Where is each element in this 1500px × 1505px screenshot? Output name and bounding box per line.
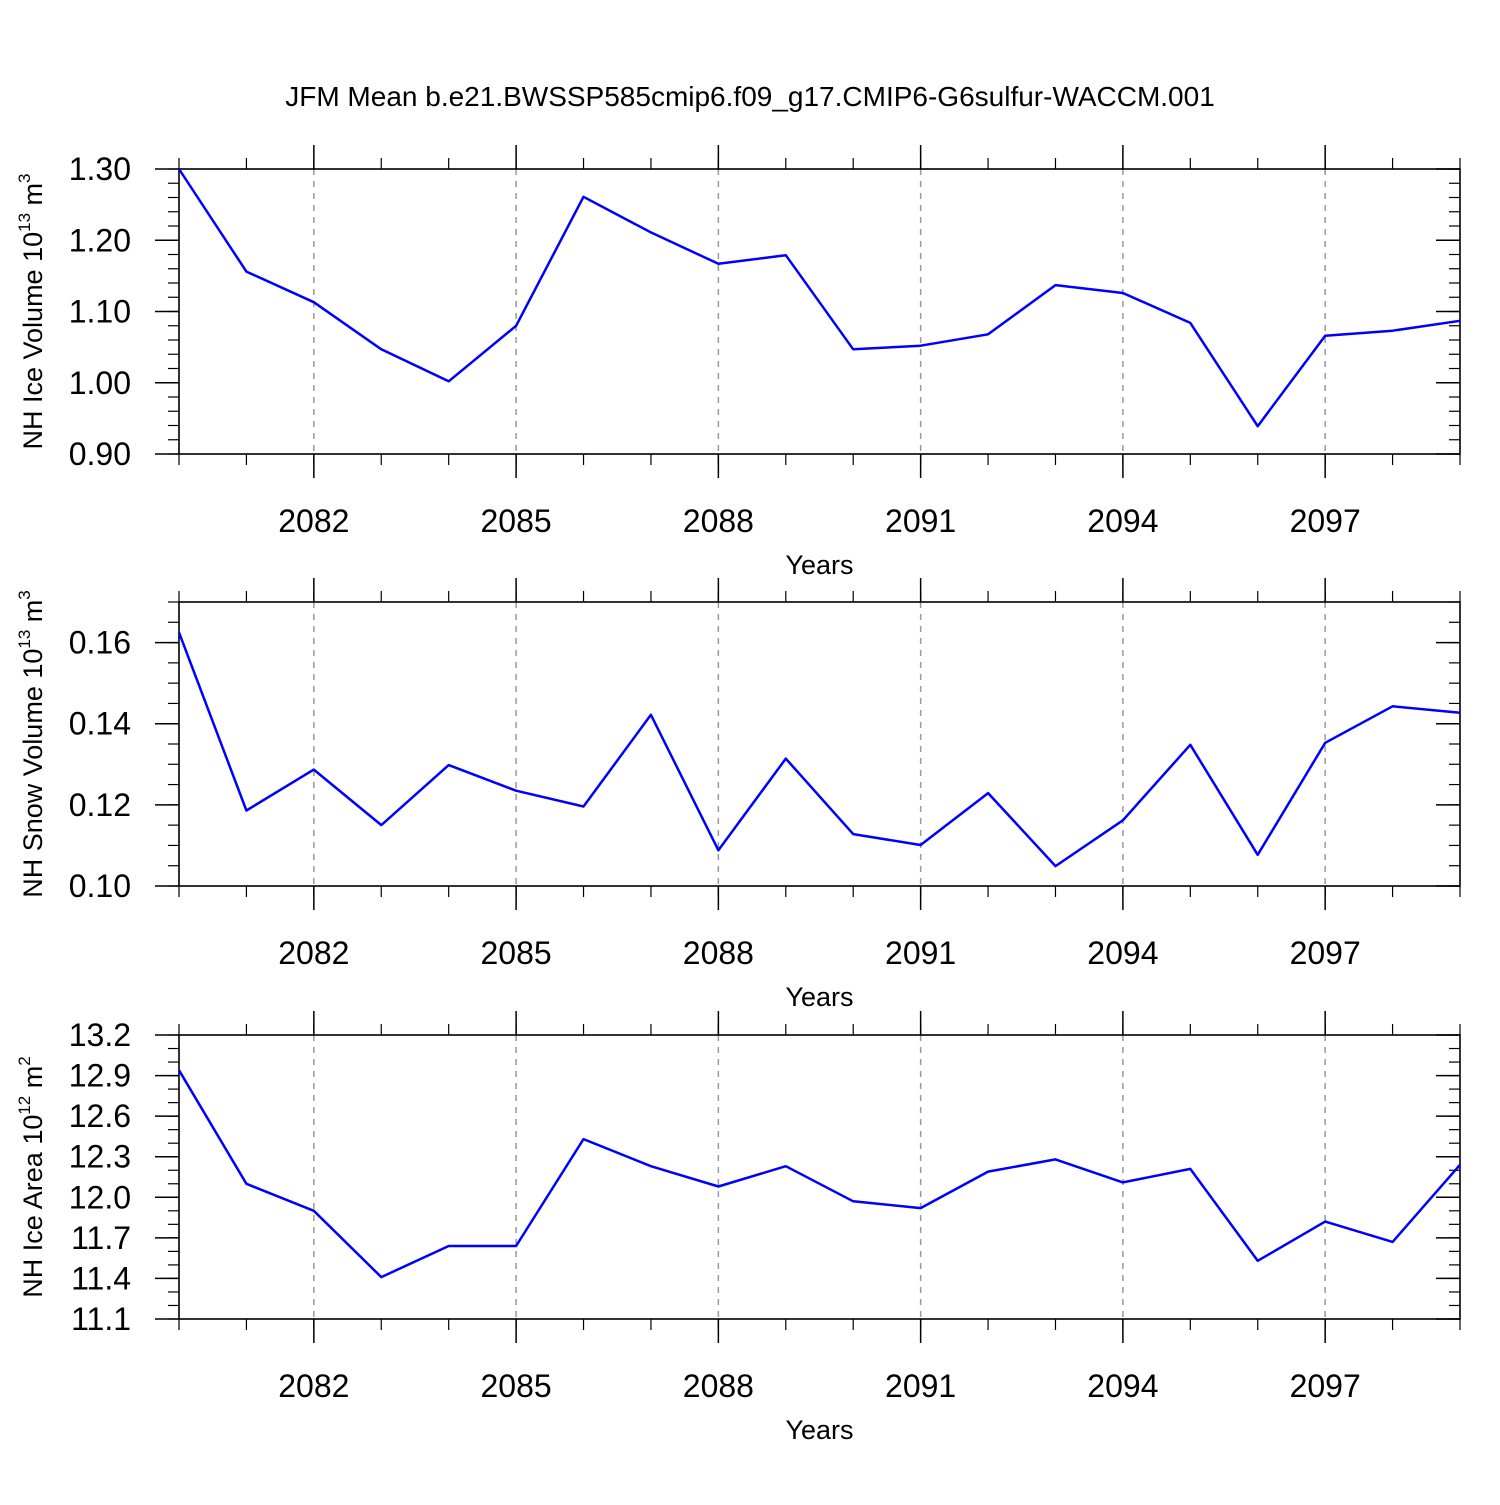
y-tick-label: 11.1 — [71, 1301, 131, 1337]
y-tick-label: 0.10 — [69, 868, 131, 904]
y-tick-label: 12.3 — [69, 1139, 131, 1175]
x-tick-label: 2097 — [1290, 503, 1361, 539]
y-axis-label-unit: m — [18, 183, 48, 213]
y-tick-label: 12.6 — [69, 1098, 131, 1134]
x-tick-label: 2091 — [885, 935, 956, 971]
y-tick-label: 13.2 — [69, 1017, 131, 1053]
y-axis-label-text: NH Ice Area 10 — [18, 1115, 48, 1298]
figure-title: JFM Mean b.e21.BWSSP585cmip6.f09_g17.CMI… — [285, 81, 1215, 112]
x-tick-label: 2091 — [885, 503, 956, 539]
x-tick-label: 2094 — [1087, 935, 1158, 971]
y-tick-label: 0.16 — [69, 625, 131, 661]
x-axis-label: Years — [785, 550, 853, 580]
y-axis-label: NH Ice Area 1012 m2 — [15, 1056, 48, 1297]
y-axis-label-sup: 13 — [15, 213, 34, 232]
y-tick-label: 0.90 — [69, 436, 131, 472]
y-tick-label: 12.0 — [69, 1179, 131, 1215]
x-tick-label: 2085 — [481, 935, 552, 971]
x-tick-label: 2097 — [1290, 935, 1361, 971]
y-tick-label: 1.00 — [69, 365, 131, 401]
y-axis-label-unit-sup: 3 — [15, 590, 34, 599]
y-tick-label: 12.9 — [69, 1058, 131, 1094]
x-tick-label: 2082 — [278, 935, 349, 971]
x-tick-label: 2082 — [278, 1368, 349, 1404]
y-axis-label-unit-sup: 3 — [15, 174, 34, 183]
x-tick-label: 2088 — [683, 935, 754, 971]
y-tick-label: 0.14 — [69, 706, 131, 742]
y-tick-label: 0.12 — [69, 787, 131, 823]
x-tick-label: 2088 — [683, 503, 754, 539]
y-axis-label-text: NH Ice Volume 10 — [18, 232, 48, 450]
y-tick-label: 11.7 — [71, 1220, 131, 1256]
y-axis-label-text: NH Snow Volume 10 — [18, 649, 48, 898]
x-axis-label: Years — [785, 982, 853, 1012]
y-tick-label: 11.4 — [71, 1260, 131, 1296]
y-axis-label-sup: 13 — [15, 630, 34, 649]
y-axis-label-unit: m — [18, 600, 48, 630]
y-axis-label-unit-sup: 2 — [15, 1056, 34, 1065]
y-tick-label: 1.20 — [69, 222, 131, 258]
x-tick-label: 2088 — [683, 1368, 754, 1404]
x-tick-label: 2097 — [1290, 1368, 1361, 1404]
y-axis-label-sup: 12 — [15, 1096, 34, 1115]
x-tick-label: 2094 — [1087, 503, 1158, 539]
x-tick-label: 2085 — [481, 1368, 552, 1404]
x-axis-label: Years — [785, 1415, 853, 1445]
x-tick-label: 2085 — [481, 503, 552, 539]
x-tick-label: 2082 — [278, 503, 349, 539]
x-tick-label: 2094 — [1087, 1368, 1158, 1404]
x-tick-label: 2091 — [885, 1368, 956, 1404]
y-tick-label: 1.30 — [69, 151, 131, 187]
y-axis-label-unit: m — [18, 1066, 48, 1096]
y-tick-label: 1.10 — [69, 294, 131, 330]
